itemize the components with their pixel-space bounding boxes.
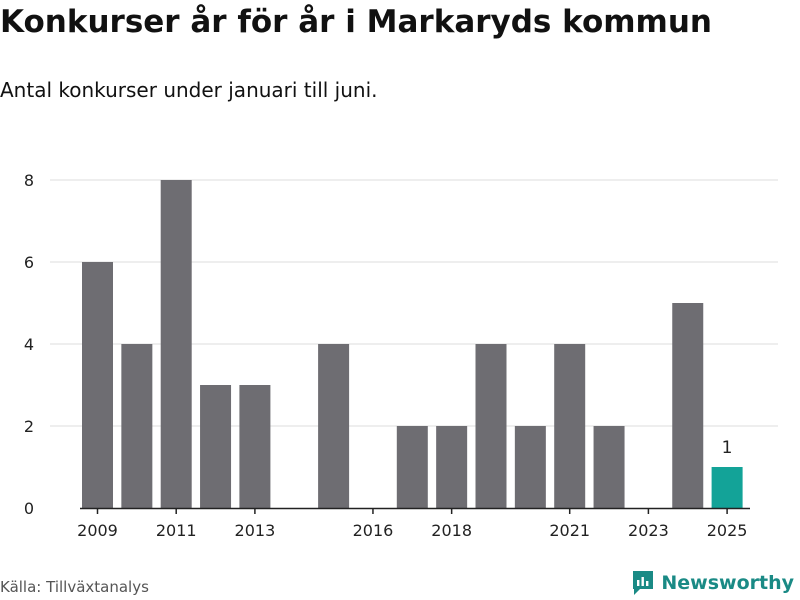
bar — [711, 467, 743, 508]
x-tick-label: 2025 — [707, 521, 748, 540]
bar-chart: 0 2 4 6 8 2009 2011 2013 2016 2018 2021 2023 2025 1 — [24, 171, 778, 540]
bar — [514, 426, 546, 508]
bar — [436, 426, 468, 508]
x-tick-label: 2013 — [235, 521, 276, 540]
brand-name: Newsworthy — [661, 572, 794, 594]
x-tick-label: 2016 — [353, 521, 394, 540]
x-tick-label: 2011 — [156, 521, 197, 540]
x-tick-label: 2021 — [549, 521, 590, 540]
bar — [82, 262, 113, 508]
x-tick-label: 2023 — [628, 521, 669, 540]
brand-logo[interactable]: Newsworthy — [631, 569, 794, 597]
x-tick-label: 2009 — [77, 521, 118, 540]
y-tick-label: 4 — [24, 335, 34, 354]
y-tick-label: 6 — [24, 253, 34, 272]
bar — [593, 426, 625, 508]
chart-title: Konkurser år för år i Markaryds kommun — [0, 4, 713, 40]
bar — [160, 180, 192, 508]
chart-subtitle: Antal konkurser under januari till juni. — [0, 78, 378, 102]
bar — [121, 344, 153, 508]
bar — [239, 385, 271, 508]
x-tick-label: 2018 — [431, 521, 472, 540]
bar — [396, 426, 428, 508]
y-tick-label: 2 — [24, 417, 34, 436]
source-note: Källa: Tillväxtanalys — [0, 578, 149, 596]
bar — [318, 344, 350, 508]
bar — [672, 303, 704, 508]
bar — [554, 344, 586, 508]
bar — [475, 344, 507, 508]
bar — [200, 385, 232, 508]
y-tick-label: 0 — [24, 499, 34, 518]
newsworthy-logo-icon — [633, 571, 654, 595]
data-label: 1 — [722, 438, 733, 458]
y-tick-label: 8 — [24, 171, 34, 190]
